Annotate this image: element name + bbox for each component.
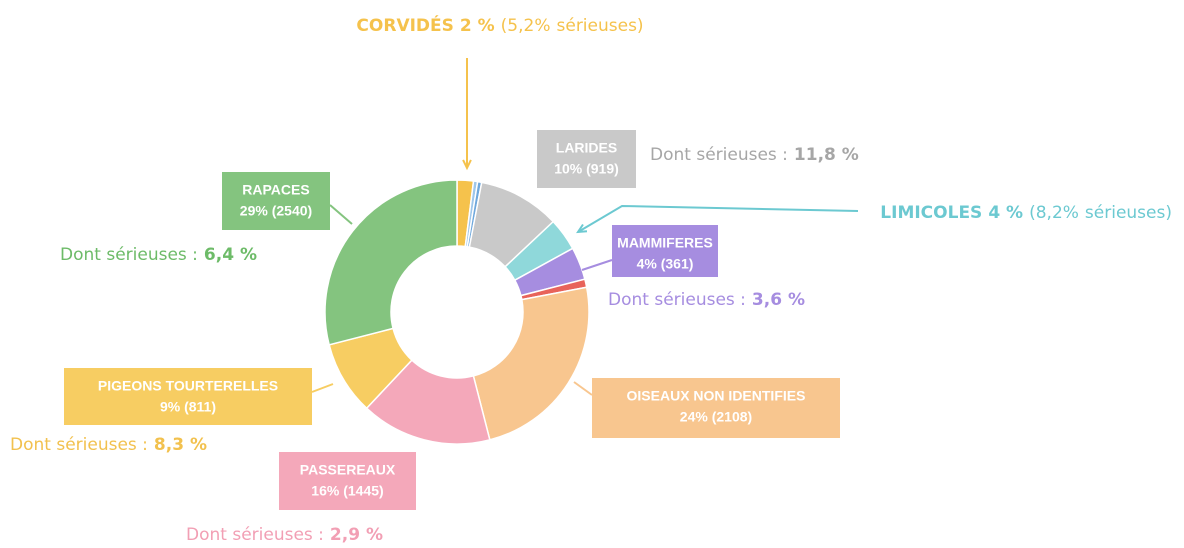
serious-value: 6,4 % [204,245,257,265]
arrow-head [462,159,472,171]
serious-annotation: Dont sérieuses : 3,6 % [608,290,805,310]
serious-prefix: Dont sérieuses : [60,245,198,265]
value-label: 24% (2108) [680,409,752,425]
label-box [279,452,416,510]
label-box [612,225,718,277]
serious-value: 2,9 % [330,525,383,545]
category-label: OISEAUX NON IDENTIFIES [627,388,806,404]
serious-value: 8,3 % [154,435,207,455]
category-label: LARIDES [556,140,617,156]
serious-prefix: Dont sérieuses : [186,525,324,545]
serious-suffix: sérieuses) [557,16,644,36]
leader-line [311,383,334,393]
leader-line [573,381,593,396]
label-box [592,378,840,438]
slice [472,286,590,441]
value-label: 9% (811) [160,399,216,415]
label-box [222,172,330,230]
leader-line [329,204,353,225]
serious-value: 11,8 % [794,145,859,165]
value-label: 2 % [460,16,495,36]
value-label: 10% (919) [554,161,619,177]
serious-value: (5,2% [501,16,551,36]
value-label: 29% (2540) [240,203,312,219]
value-label: 16% (1445) [311,483,383,499]
outside-label: LIMICOLES 4 % (8,2% sérieuses) [880,203,1172,223]
category-label: PIGEONS TOURTERELLES [98,378,278,394]
category-label: MAMMIFERES [617,235,713,251]
leader-line [577,204,859,233]
serious-prefix: Dont sérieuses : [10,435,148,455]
label-box [537,130,636,188]
serious-prefix: Dont sérieuses : [608,290,746,310]
serious-annotation: Dont sérieuses : 8,3 % [10,435,207,455]
serious-suffix: sérieuses) [1085,203,1172,223]
value-label: 4% (361) [637,256,694,272]
category-label: RAPACES [242,182,309,198]
serious-value: 3,6 % [752,290,805,310]
slice [324,179,458,346]
serious-value: (8,2% [1029,203,1079,223]
category-label: LIMICOLES [880,203,982,223]
category-label: CORVIDÉS [356,14,453,36]
serious-annotation: Dont sérieuses : 6,4 % [60,245,257,265]
outside-label: CORVIDÉS 2 % (5,2% sérieuses) [356,14,643,36]
label-box [64,368,312,425]
serious-annotation: Dont sérieuses : 11,8 % [650,145,859,165]
leader-line [581,259,613,271]
value-label: 4 % [988,203,1023,223]
serious-annotation: Dont sérieuses : 2,9 % [186,525,383,545]
category-label: PASSEREAUX [300,462,396,478]
arrow-head [576,223,588,234]
serious-prefix: Dont sérieuses : [650,145,788,165]
